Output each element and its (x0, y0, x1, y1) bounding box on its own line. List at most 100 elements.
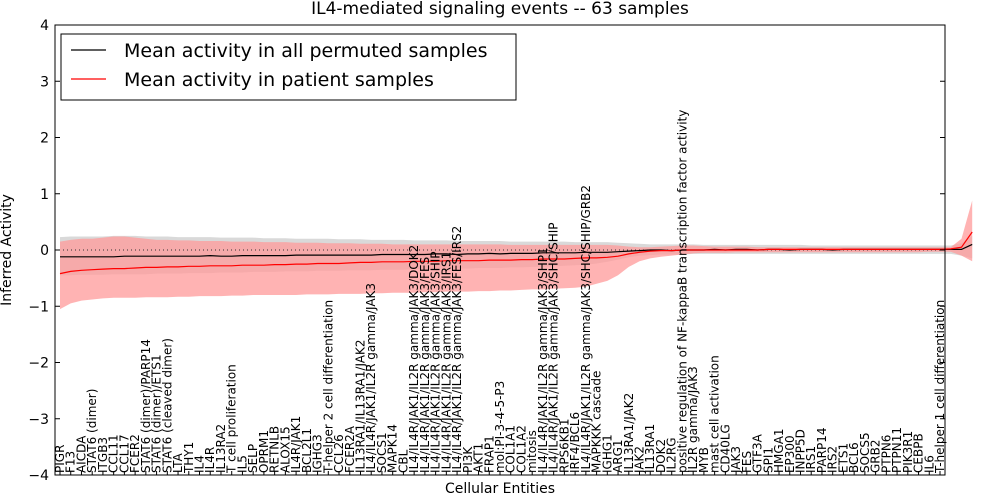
x-tick-label: ITGB3 (96, 437, 110, 473)
x-tick-label: IL4/IL4R/JAK1/IL2R gamma/JAK3/SHP1 (536, 247, 550, 473)
x-tick-label: SELP (246, 444, 260, 473)
x-tick-label: PI3K (461, 446, 475, 473)
x-tick-label: HMGA1 (772, 428, 786, 473)
y-tick-label: −4 (28, 468, 49, 484)
x-tick-label: GTF3A (751, 433, 765, 473)
x-tick-label: IL4/IL4R/JAK1/IL2R gamma/JAK3/SHC/SHIP (547, 222, 561, 473)
patient-band-layer (60, 200, 973, 310)
x-tick-label: BCL2L1 (300, 428, 314, 473)
y-tick-label: 1 (40, 187, 49, 203)
x-tick-label: T cell proliferation (225, 364, 239, 474)
x-tick-label: MAPK14 (386, 424, 400, 473)
x-tick-label: FES (740, 451, 754, 473)
x-tick-label: RETNLB (268, 426, 282, 473)
x-tick-label: IGHG3 (311, 434, 325, 473)
y-tick-label: 3 (40, 74, 49, 90)
x-tick-label: AICDA (75, 435, 89, 473)
x-tick-label: IL4/IL4R/JAK1/IL2R gamma/JAK3/FES (418, 257, 432, 473)
y-axis-ticks: −4 −3 −2 −1 0 1 2 3 4 (28, 18, 945, 484)
y-axis-label: Inferred Activity (0, 194, 15, 306)
x-tick-label: ETS1 (836, 443, 850, 473)
x-tick-label: CCL11 (107, 434, 121, 473)
x-tick-label: EP300 (783, 435, 797, 473)
x-tick-label: PTPN11 (890, 427, 904, 473)
chart-title: IL4-mediated signaling events -- 63 samp… (311, 0, 689, 19)
x-tick-label: PIGR (53, 445, 67, 473)
x-tick-label: OPRM1 (257, 430, 271, 473)
series-line-patient (59, 231, 973, 275)
x-tick-label: JAK3 (729, 446, 743, 474)
x-tick-label: CD40LG (718, 424, 732, 473)
x-tick-label: IL4/IL4R/JAK1/IL2R gamma/JAK3/SHC/SHIP/G… (579, 185, 593, 473)
series-layer (59, 231, 973, 275)
x-tick-label: CEBPB (912, 433, 926, 473)
x-tick-label: IL4/IL4R/JAK1/IL2R gamma/JAK3/IRS1 (439, 252, 453, 473)
x-tick-label: mitosis (525, 430, 539, 473)
x-tick-label: T-helper 2 cell differentiation (321, 300, 335, 474)
x-tick-label: MYB (697, 447, 711, 473)
x-tick-label: CBL (396, 449, 410, 473)
x-tick-label: IL4/IL4R/JAK1/IL2R gamma/JAK3/FES/IRS2 (450, 226, 464, 473)
y-tick-label: 0 (40, 243, 49, 259)
x-tick-label: SOCS5 (858, 432, 872, 473)
legend-permuted-label: Mean activity in all permuted samples (124, 40, 487, 62)
x-tick-label: DOK2 (654, 439, 668, 473)
x-tick-label: IL2R gamma/JAK3 (686, 366, 700, 473)
x-tick-label: THY1 (182, 442, 196, 474)
x-tick-label: IL13RA1/JAK2 (622, 393, 636, 473)
x-tick-label: IL6 (922, 455, 936, 473)
legend: Mean activity in all permuted samples Me… (60, 33, 517, 101)
x-tick-label: mol:PI-3-4-5-P3 (493, 381, 507, 473)
x-tick-label: IRS1 (804, 446, 818, 473)
x-tick-label: COL1A2 (515, 425, 529, 473)
y-tick-label: −1 (28, 299, 49, 315)
x-tick-label: INPP5D (794, 429, 808, 473)
x-tick-label: PIK3R1 (901, 431, 915, 473)
y-tick-label: 2 (40, 131, 49, 147)
x-tick-label: STAT6 (cleaved dimer) (160, 338, 174, 473)
x-tick-label: IRF4/BCL6 (568, 412, 582, 473)
legend-box (60, 33, 517, 101)
x-tick-label: IL2RG (665, 437, 679, 473)
x-tick-label: STAT6 (dimer)/PARP14 (139, 339, 153, 473)
x-tick-label: IL13RA1 (643, 424, 657, 473)
x-tick-label: FRAP1 (482, 435, 496, 473)
x-tick-label: SPI1 (761, 447, 775, 473)
x-tick-label: T-helper 1 cell differentiation (933, 300, 947, 474)
x-tick-label: IL4/IL4R/JAK1/IL2R gamma/JAK3/DOK2 (407, 245, 421, 473)
x-tick-label: COL1A1 (504, 425, 518, 473)
y-tick-label: −2 (28, 356, 49, 372)
x-tick-label: MAPKKK cascade (590, 371, 604, 473)
patient-spread-band (60, 200, 973, 310)
x-tick-label: AKT1 (472, 443, 486, 473)
x-tick-label: IL13RA2 (214, 424, 228, 473)
x-tick-label: FCER2 (128, 434, 142, 473)
x-tick-label: PTPN6 (879, 435, 893, 473)
x-tick-label: IL4/IL4R/JAK1/IL2R gamma/JAK3 (364, 283, 378, 473)
x-tick-label: IL4/IL4R/JAK1/IL2R gamma/JAK3/SHIP (429, 252, 443, 473)
x-tick-label: GRB2 (869, 439, 883, 473)
y-tick-label: 4 (40, 18, 49, 34)
x-tick-label: STAT6 (dimer)/ETS1 (150, 354, 164, 473)
x-tick-label: F13 (64, 451, 78, 473)
x-tick-label: STAT6 (dimer) (85, 389, 99, 473)
x-tick-label: IL4R (203, 447, 217, 473)
x-tick-label: mast cell activation (708, 355, 722, 473)
x-tick-label: positive regulation of NF-kappaB transcr… (675, 110, 689, 473)
x-tick-label: JAK2 (633, 446, 647, 474)
x-axis-label: Cellular Entities (445, 481, 555, 497)
legend-patient-label: Mean activity in patient samples (124, 69, 434, 91)
x-tick-label: ALOX15 (278, 426, 292, 473)
x-tick-label: PARP14 (815, 428, 829, 474)
x-tick-label: CCL17 (117, 434, 131, 473)
x-tick-label: FCER2A (343, 425, 357, 473)
y-tick-label: −3 (28, 412, 49, 428)
x-tick-label: CCL26 (332, 434, 346, 473)
x-tick-label: LTA (171, 453, 185, 473)
x-tick-label: BCL6 (847, 442, 861, 473)
x-tick-label: SOCS1 (375, 432, 389, 473)
x-tick-label: IRS2 (826, 446, 840, 473)
x-tick-label: IL4R/JAK1 (289, 416, 303, 473)
